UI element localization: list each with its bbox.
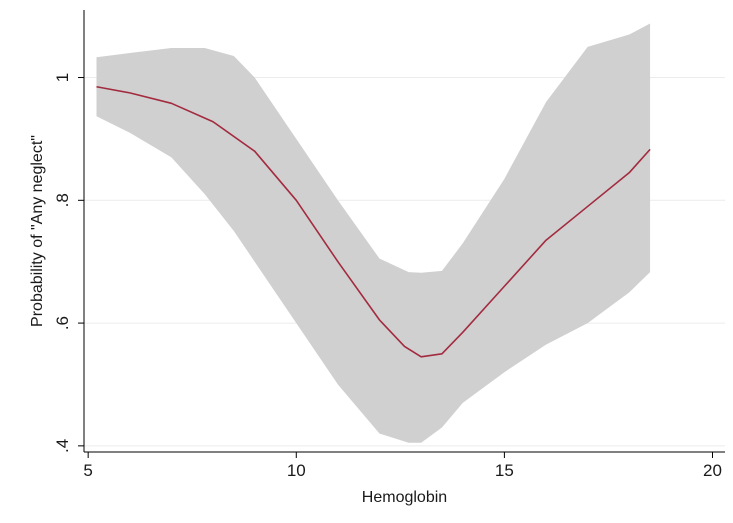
y-tick-label-1: .6 xyxy=(53,316,72,330)
x-tick-label-3: 20 xyxy=(703,461,722,480)
confidence-band xyxy=(96,23,651,443)
line-layer xyxy=(96,85,651,358)
y-tick-label-2: .8 xyxy=(53,193,72,207)
y-axis-title: Probability of "Any neglect" xyxy=(29,135,46,327)
x-tick-label-0: 5 xyxy=(83,461,92,480)
axis-layer xyxy=(83,10,725,453)
x-tick-label-1: 10 xyxy=(287,461,306,480)
band-layer xyxy=(96,23,651,443)
x-axis-title: Hemoglobin xyxy=(362,489,447,506)
x-tick-label-2: 15 xyxy=(495,461,514,480)
y-tick-label-0: .4 xyxy=(53,439,72,453)
y-tick-label-3: 1 xyxy=(53,73,72,82)
tick-layer: 5 10 15 20 .4 .6 .8 1 xyxy=(53,73,722,480)
fitted-line xyxy=(96,85,651,358)
